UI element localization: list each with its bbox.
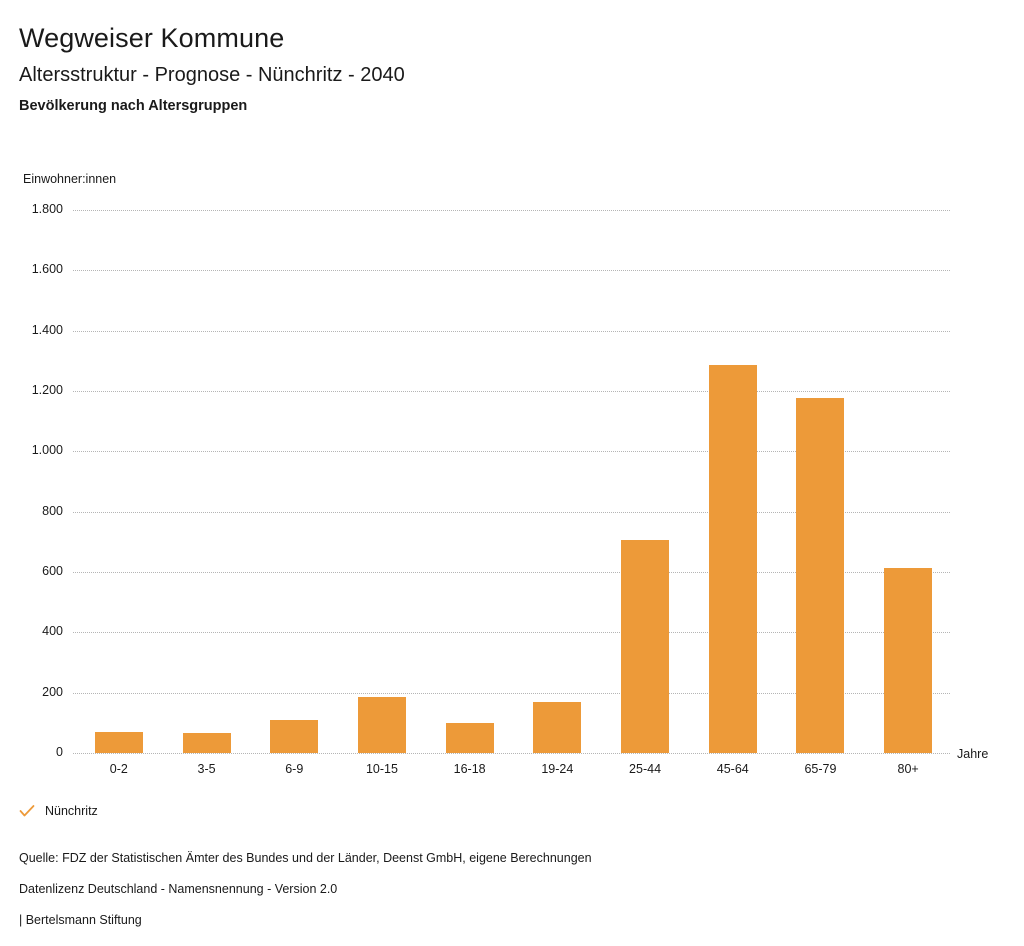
bar[interactable] xyxy=(357,697,406,753)
gridline xyxy=(73,451,950,453)
x-axis-tick: 80+ xyxy=(897,762,919,776)
x-axis-tick: 6-9 xyxy=(285,762,304,776)
bar[interactable] xyxy=(182,732,231,753)
bar[interactable] xyxy=(445,722,494,753)
chart-container: Einwohner:innen Jahre 0 200 400 600 800 1.000… xyxy=(23,172,989,776)
gridline xyxy=(73,210,950,211)
y-axis-tick: 1.000 xyxy=(31,443,63,458)
y-axis-tick: 400 xyxy=(42,624,63,639)
x-axis-tick: 3-5 xyxy=(197,762,216,776)
y-axis-tick: 800 xyxy=(42,503,63,518)
plot-area xyxy=(73,210,950,754)
footer-license: Datenlizenz Deutschland - Namensnennung … xyxy=(19,882,338,896)
y-axis-tick: 1.200 xyxy=(31,383,63,397)
x-axis-tick: 45-64 xyxy=(716,762,749,776)
gridline xyxy=(73,391,950,392)
chart-title: Altersstruktur - Prognose - Nünchritz - … xyxy=(19,64,405,86)
gridline xyxy=(73,330,950,332)
footer-source: Quelle: FDZ der Statistischen Ämter des … xyxy=(19,851,592,865)
y-axis-tick: 600 xyxy=(42,564,63,578)
gridline xyxy=(73,632,950,634)
gridline xyxy=(73,270,950,272)
bar[interactable] xyxy=(270,719,319,753)
chart-footer: Quelle: FDZ der Statistischen Ämter des … xyxy=(19,843,999,936)
chart-legend[interactable]: Nünchritz xyxy=(19,803,98,819)
gridline xyxy=(73,511,950,513)
gridline xyxy=(73,753,950,754)
x-axis-tick: 19-24 xyxy=(541,762,574,776)
y-axis-tick: 1.800 xyxy=(31,202,63,216)
chart-header: Wegweiser Kommune Altersstruktur - Progn… xyxy=(19,0,1009,115)
page-title: Wegweiser Kommune xyxy=(19,23,285,53)
x-axis-tick: 16-18 xyxy=(453,762,486,776)
y-axis-tick: 200 xyxy=(42,684,63,699)
y-axis-tick: 1.400 xyxy=(31,322,63,337)
x-axis-tick: 65-79 xyxy=(804,762,837,776)
chart-subtitle: Bevölkerung nach Altersgruppen xyxy=(19,98,248,114)
y-axis-tick: 1.600 xyxy=(31,262,63,277)
footer-publisher: | Bertelsmann Stiftung xyxy=(19,913,142,927)
bar[interactable] xyxy=(796,397,845,753)
x-axis-title: Jahre xyxy=(957,747,989,761)
y-axis-tick: 0 xyxy=(56,745,63,759)
gridline xyxy=(73,692,950,694)
bar[interactable] xyxy=(94,731,143,753)
gridline xyxy=(73,572,950,573)
x-axis-tick: 0-2 xyxy=(109,762,128,776)
bar[interactable] xyxy=(621,540,670,753)
bar[interactable] xyxy=(884,568,933,753)
y-axis-title: Einwohner:innen xyxy=(23,172,117,186)
bar[interactable] xyxy=(708,365,757,753)
check-icon xyxy=(19,803,35,819)
bar-series xyxy=(73,210,950,753)
legend-item-label: Nünchritz xyxy=(45,804,98,818)
x-axis-tick: 25-44 xyxy=(629,762,662,776)
bar[interactable] xyxy=(533,702,582,753)
x-axis-tick: 10-15 xyxy=(365,762,398,776)
